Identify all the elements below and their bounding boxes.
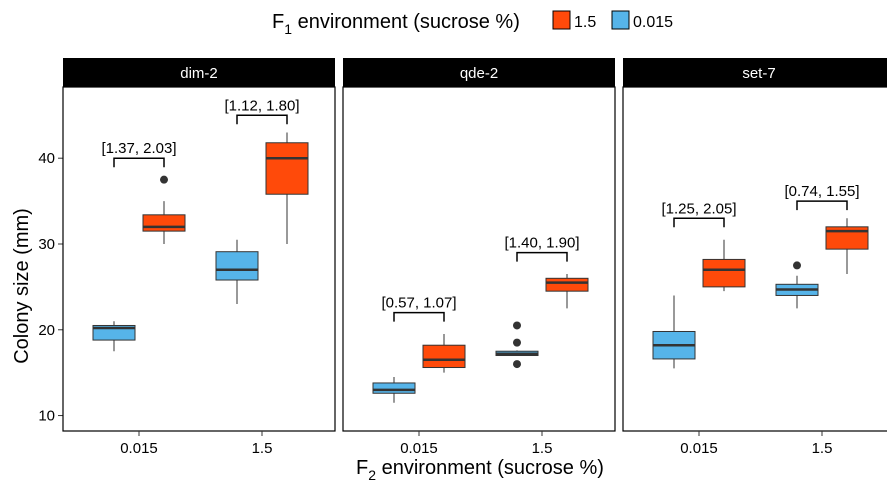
box-iqr xyxy=(422,344,466,369)
x-axis-label: F2 environment (sucrose %) xyxy=(356,457,604,481)
box-0-015-f1-1-5 xyxy=(422,334,466,373)
annotation-bracket xyxy=(673,217,725,228)
annotation-bracket xyxy=(236,114,288,125)
box-1-5-f1-0-015 xyxy=(215,239,259,305)
legend-title: F1 environment (sucrose %) xyxy=(272,11,520,37)
box-1-5-f1-1-5 xyxy=(545,274,589,309)
annotation-0-015: [1.25, 2.05] xyxy=(661,200,737,228)
y-tick-label-10: 10 xyxy=(38,408,55,425)
x-tick-label-0-015: 0.015 xyxy=(400,440,438,457)
annotation-bracket xyxy=(393,311,445,322)
legend-swatch-0-015 xyxy=(611,10,630,30)
x-axis-label-main: F xyxy=(356,457,368,479)
box-1-5-f1-0-015 xyxy=(495,321,539,369)
annotation-bracket xyxy=(113,157,165,168)
box-1-5-f1-1-5 xyxy=(825,218,869,275)
legend-title-subscript: 1 xyxy=(284,21,292,37)
annotation-label: [1.25, 2.05] xyxy=(661,200,736,217)
legend-title-main: F xyxy=(272,11,284,33)
annotation-bracket xyxy=(796,200,848,211)
outlier-point xyxy=(793,261,801,270)
outlier-point xyxy=(513,360,521,369)
box-iqr xyxy=(215,251,259,281)
annotation-label: [1.40, 1.90] xyxy=(504,235,579,252)
strip-dim-2 xyxy=(63,58,335,87)
panel-qde-2: qde-2 0.015 1.5 [0.57, 1.07] [1.40, 1.90] xyxy=(342,58,616,457)
box-0-015-f1-0-015 xyxy=(372,376,416,403)
x-tick-label-0-015: 0.015 xyxy=(680,440,718,457)
annotation-label: [0.57, 1.07] xyxy=(381,295,456,312)
box-1-5-f1-1-5 xyxy=(265,132,309,244)
box-0-015-f1-0-015 xyxy=(92,321,136,352)
box-0-015-f1-0-015 xyxy=(652,295,696,369)
annotation-1-5: [0.74, 1.55] xyxy=(784,183,860,211)
box-iqr xyxy=(702,258,746,288)
panel-dim-2: dim-2 0.015 1.5 [1.37, 2.03] [1.12, 1.80] xyxy=(62,58,336,457)
panel-border xyxy=(62,86,336,432)
legend-label-0-015: 0.015 xyxy=(633,14,673,31)
annotation-1-5: [1.40, 1.90] xyxy=(504,235,580,262)
strip-qde-2 xyxy=(343,58,615,87)
box-0-015-f1-1-5 xyxy=(142,175,186,244)
box-iqr xyxy=(545,277,589,292)
outlier-point xyxy=(513,338,521,347)
annotation-bracket xyxy=(516,251,568,262)
panel-border xyxy=(622,86,887,432)
legend-swatch-1-5 xyxy=(552,10,571,30)
x-tick-label-1-5: 1.5 xyxy=(812,440,833,457)
box-iqr xyxy=(142,214,186,232)
legend: F1 environment (sucrose %) 1.5 0.015 xyxy=(272,10,673,37)
y-tick-label-20: 20 xyxy=(38,322,55,339)
box-0-015-f1-1-5 xyxy=(702,239,746,292)
y-tick-label-40: 40 xyxy=(38,150,55,167)
box-iqr xyxy=(825,226,869,250)
annotation-label: [0.74, 1.55] xyxy=(784,183,859,200)
annotation-1-5: [1.12, 1.80] xyxy=(224,97,300,125)
panel-border xyxy=(342,86,616,432)
x-axis-label-subscript: 2 xyxy=(368,467,376,481)
annotation-label: [1.12, 1.80] xyxy=(224,97,299,114)
y-axis-label: Colony size (mm) xyxy=(11,208,33,364)
x-axis-label-rest: environment (sucrose %) xyxy=(376,457,604,479)
annotation-0-015: [0.57, 1.07] xyxy=(381,295,457,322)
x-tick-label-0-015: 0.015 xyxy=(120,440,158,457)
outlier-point xyxy=(513,321,521,330)
legend-label-1-5: 1.5 xyxy=(574,14,596,31)
legend-title-rest: environment (sucrose %) xyxy=(292,11,520,33)
panel-set-7: set-7 0.015 1.5 [1.25, 2.05] [0.74, 1.55] xyxy=(622,58,887,457)
box-1-5-f1-0-015 xyxy=(775,261,819,309)
annotation-0-015: [1.37, 2.03] xyxy=(101,140,177,168)
strip-set-7 xyxy=(623,58,887,87)
y-axis: 10 20 30 40 xyxy=(38,150,63,425)
y-tick-label-30: 30 xyxy=(38,236,55,253)
box-iqr xyxy=(372,382,416,394)
strip-label-set-7: set-7 xyxy=(742,65,775,82)
x-tick-label-1-5: 1.5 xyxy=(532,440,553,457)
strip-label-dim-2: dim-2 xyxy=(180,65,218,82)
box-iqr xyxy=(265,142,309,195)
strip-label-qde-2: qde-2 xyxy=(460,65,498,82)
x-tick-label-1-5: 1.5 xyxy=(252,440,273,457)
facet-panels: dim-2 0.015 1.5 [1.37, 2.03] [1.12, 1.80] qde… xyxy=(62,58,887,457)
outlier-point xyxy=(160,175,168,184)
annotation-label: [1.37, 2.03] xyxy=(101,140,176,157)
